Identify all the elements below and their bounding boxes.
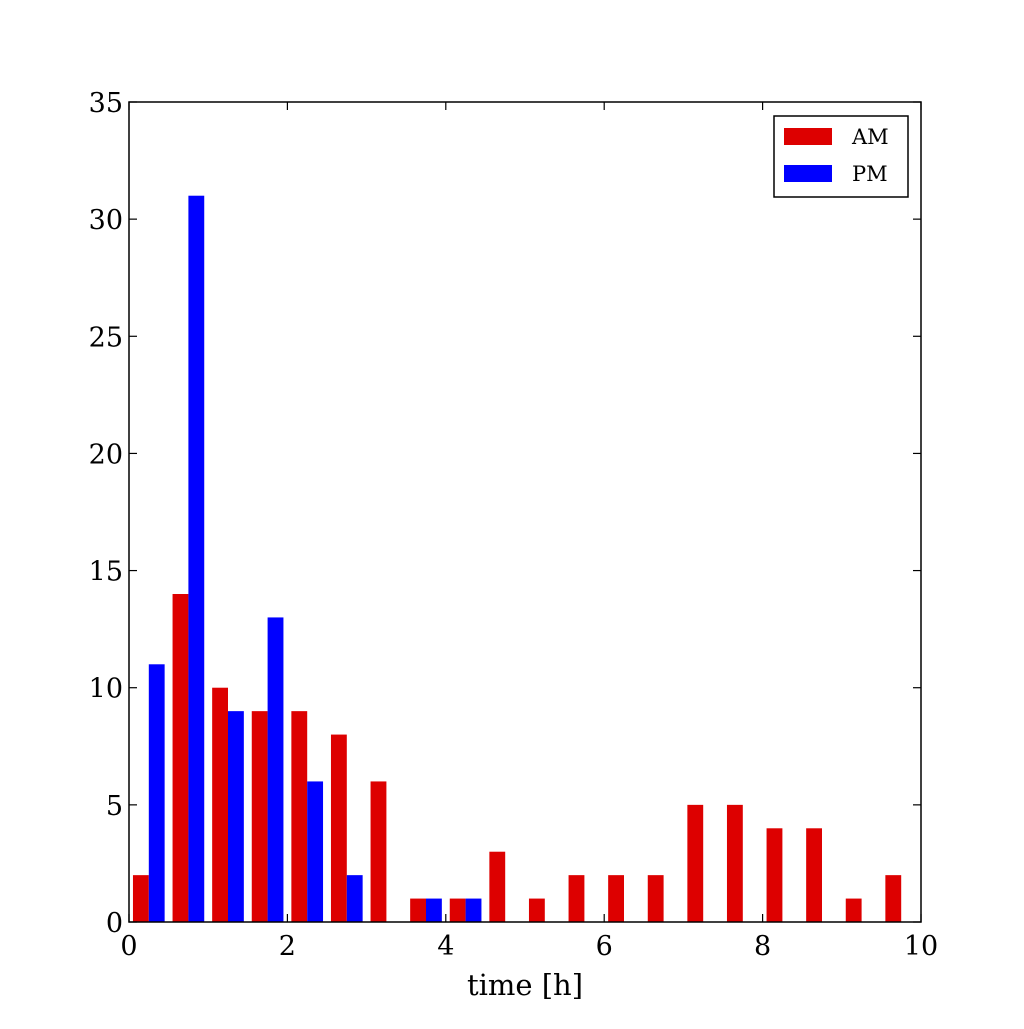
legend-swatch-pm: [784, 165, 832, 182]
bars-group: [132, 195, 902, 922]
y-tick-label: 30: [89, 205, 123, 236]
legend-label-pm: PM: [852, 162, 888, 186]
y-tick-label: 20: [89, 439, 123, 470]
x-tick-label: 4: [437, 931, 454, 962]
y-tick-label: 35: [89, 88, 123, 119]
bar-am-0: [132, 875, 149, 922]
tick-labels-group: 0 2 4 6 8 10 0 5 10 15 20 25 30 35: [89, 88, 939, 962]
bar-am-7: [410, 898, 426, 922]
bar-pm-3: [267, 617, 284, 922]
bar-am-9: [489, 851, 506, 922]
x-tick-label: 10: [904, 931, 938, 962]
x-tick-label: 6: [596, 931, 613, 962]
bar-pm-5: [346, 875, 363, 922]
legend-swatch-am: [784, 128, 832, 145]
bar-pm-7: [426, 898, 442, 922]
bar-am-4: [291, 711, 308, 922]
bar-am-16: [766, 828, 783, 922]
bar-pm-2: [228, 711, 244, 922]
x-tick-label: 0: [120, 931, 137, 962]
legend: AM PM: [773, 115, 909, 198]
plot-frame: [128, 101, 922, 923]
y-tick-label: 0: [106, 908, 123, 939]
bar-am-6: [370, 781, 387, 922]
bar-am-8: [449, 898, 466, 922]
bar-am-17: [806, 828, 822, 922]
bar-pm-1: [188, 195, 205, 922]
bar-am-19: [885, 875, 902, 922]
x-axis-label: time [h]: [467, 968, 583, 1002]
bar-am-14: [687, 804, 704, 922]
legend-label-am: AM: [851, 125, 889, 149]
bar-am-15: [726, 804, 743, 922]
bar-am-10: [528, 898, 545, 922]
bar-am-2: [212, 687, 228, 922]
bar-am-12: [608, 875, 624, 922]
bar-am-13: [647, 875, 664, 922]
y-tick-label: 15: [89, 557, 123, 588]
y-tick-label: 10: [89, 674, 123, 705]
x-tick-label: 8: [754, 931, 771, 962]
bar-am-18: [845, 898, 862, 922]
bar-am-5: [330, 734, 347, 922]
bar-pm-0: [148, 664, 165, 922]
bar-am-3: [251, 711, 268, 922]
bar-am-1: [172, 594, 189, 922]
ticks-group: [128, 101, 922, 923]
y-tick-label: 5: [106, 791, 123, 822]
y-tick-label: 25: [89, 322, 123, 353]
bar-pm-4: [307, 781, 324, 922]
x-tick-label: 2: [279, 931, 296, 962]
bar-am-11: [568, 875, 585, 922]
bar-pm-8: [465, 898, 482, 922]
